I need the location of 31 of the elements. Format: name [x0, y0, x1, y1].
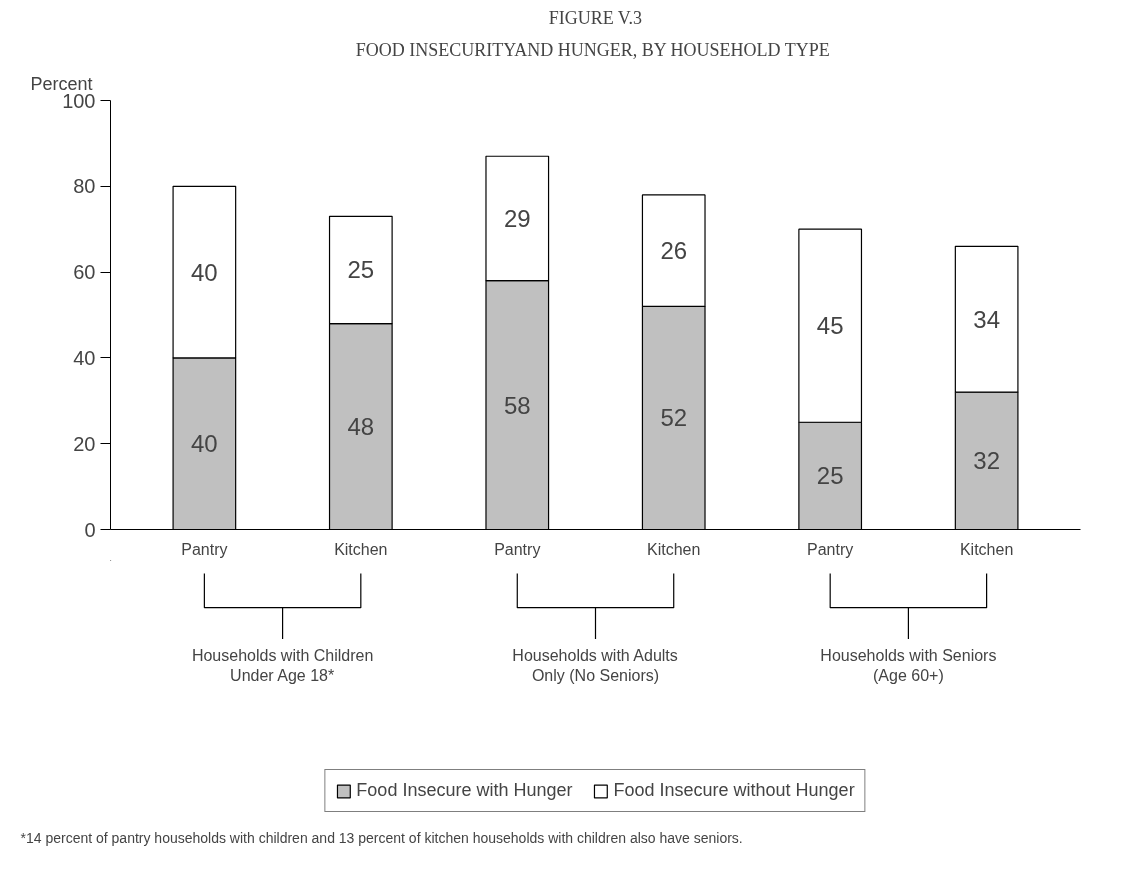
text: Households with Children Under Age 18* — [191, 646, 374, 685]
data-label: 25 — [816, 462, 844, 490]
text: Households with Seniors (Age 60+) — [820, 646, 997, 685]
y-tick-label: 60 — [73, 261, 96, 284]
chart-title: FIGURE V.3 — [548, 7, 643, 28]
data-label: 58 — [503, 391, 531, 419]
data-label: 52 — [660, 404, 688, 432]
x-tick-label: Kitchen — [647, 540, 701, 558]
data-label: 26 — [660, 237, 688, 265]
data-label: 29 — [503, 204, 531, 232]
legend-label: Food Insecure without Hunger — [613, 780, 855, 801]
text: *14 percent of pantry households with children and 13 percent of kitchen households with children also have seniors. — [20, 829, 743, 846]
y-tick-label: 20 — [73, 432, 96, 455]
y-tick-label: 40 — [73, 346, 96, 369]
x-tick-label: Pantry — [807, 540, 854, 558]
data-label: 40 — [191, 430, 218, 458]
data-label: 45 — [816, 312, 844, 340]
chart-subtitle: FOOD INSECURITYAND HUNGER, BY HOUSEHOLD TYPE — [355, 39, 830, 60]
data-label: 40 — [191, 258, 218, 286]
text: Households with Adults Only (No Seniors) — [512, 646, 678, 685]
x-tick-label: Pantry — [494, 540, 541, 558]
y-tick-label: 0 — [84, 518, 96, 541]
x-tick-label: Kitchen — [959, 540, 1014, 558]
data-label: 34 — [973, 305, 1000, 333]
data-label: 48 — [347, 413, 375, 441]
y-tick-label: 80 — [73, 175, 96, 198]
x-tick-label: Kitchen — [334, 540, 388, 558]
data-label: 32 — [973, 447, 1000, 475]
x-tick-label: Pantry — [181, 540, 228, 558]
data-label: 25 — [347, 256, 375, 284]
legend-label: Food Insecure with Hunger — [356, 780, 573, 801]
